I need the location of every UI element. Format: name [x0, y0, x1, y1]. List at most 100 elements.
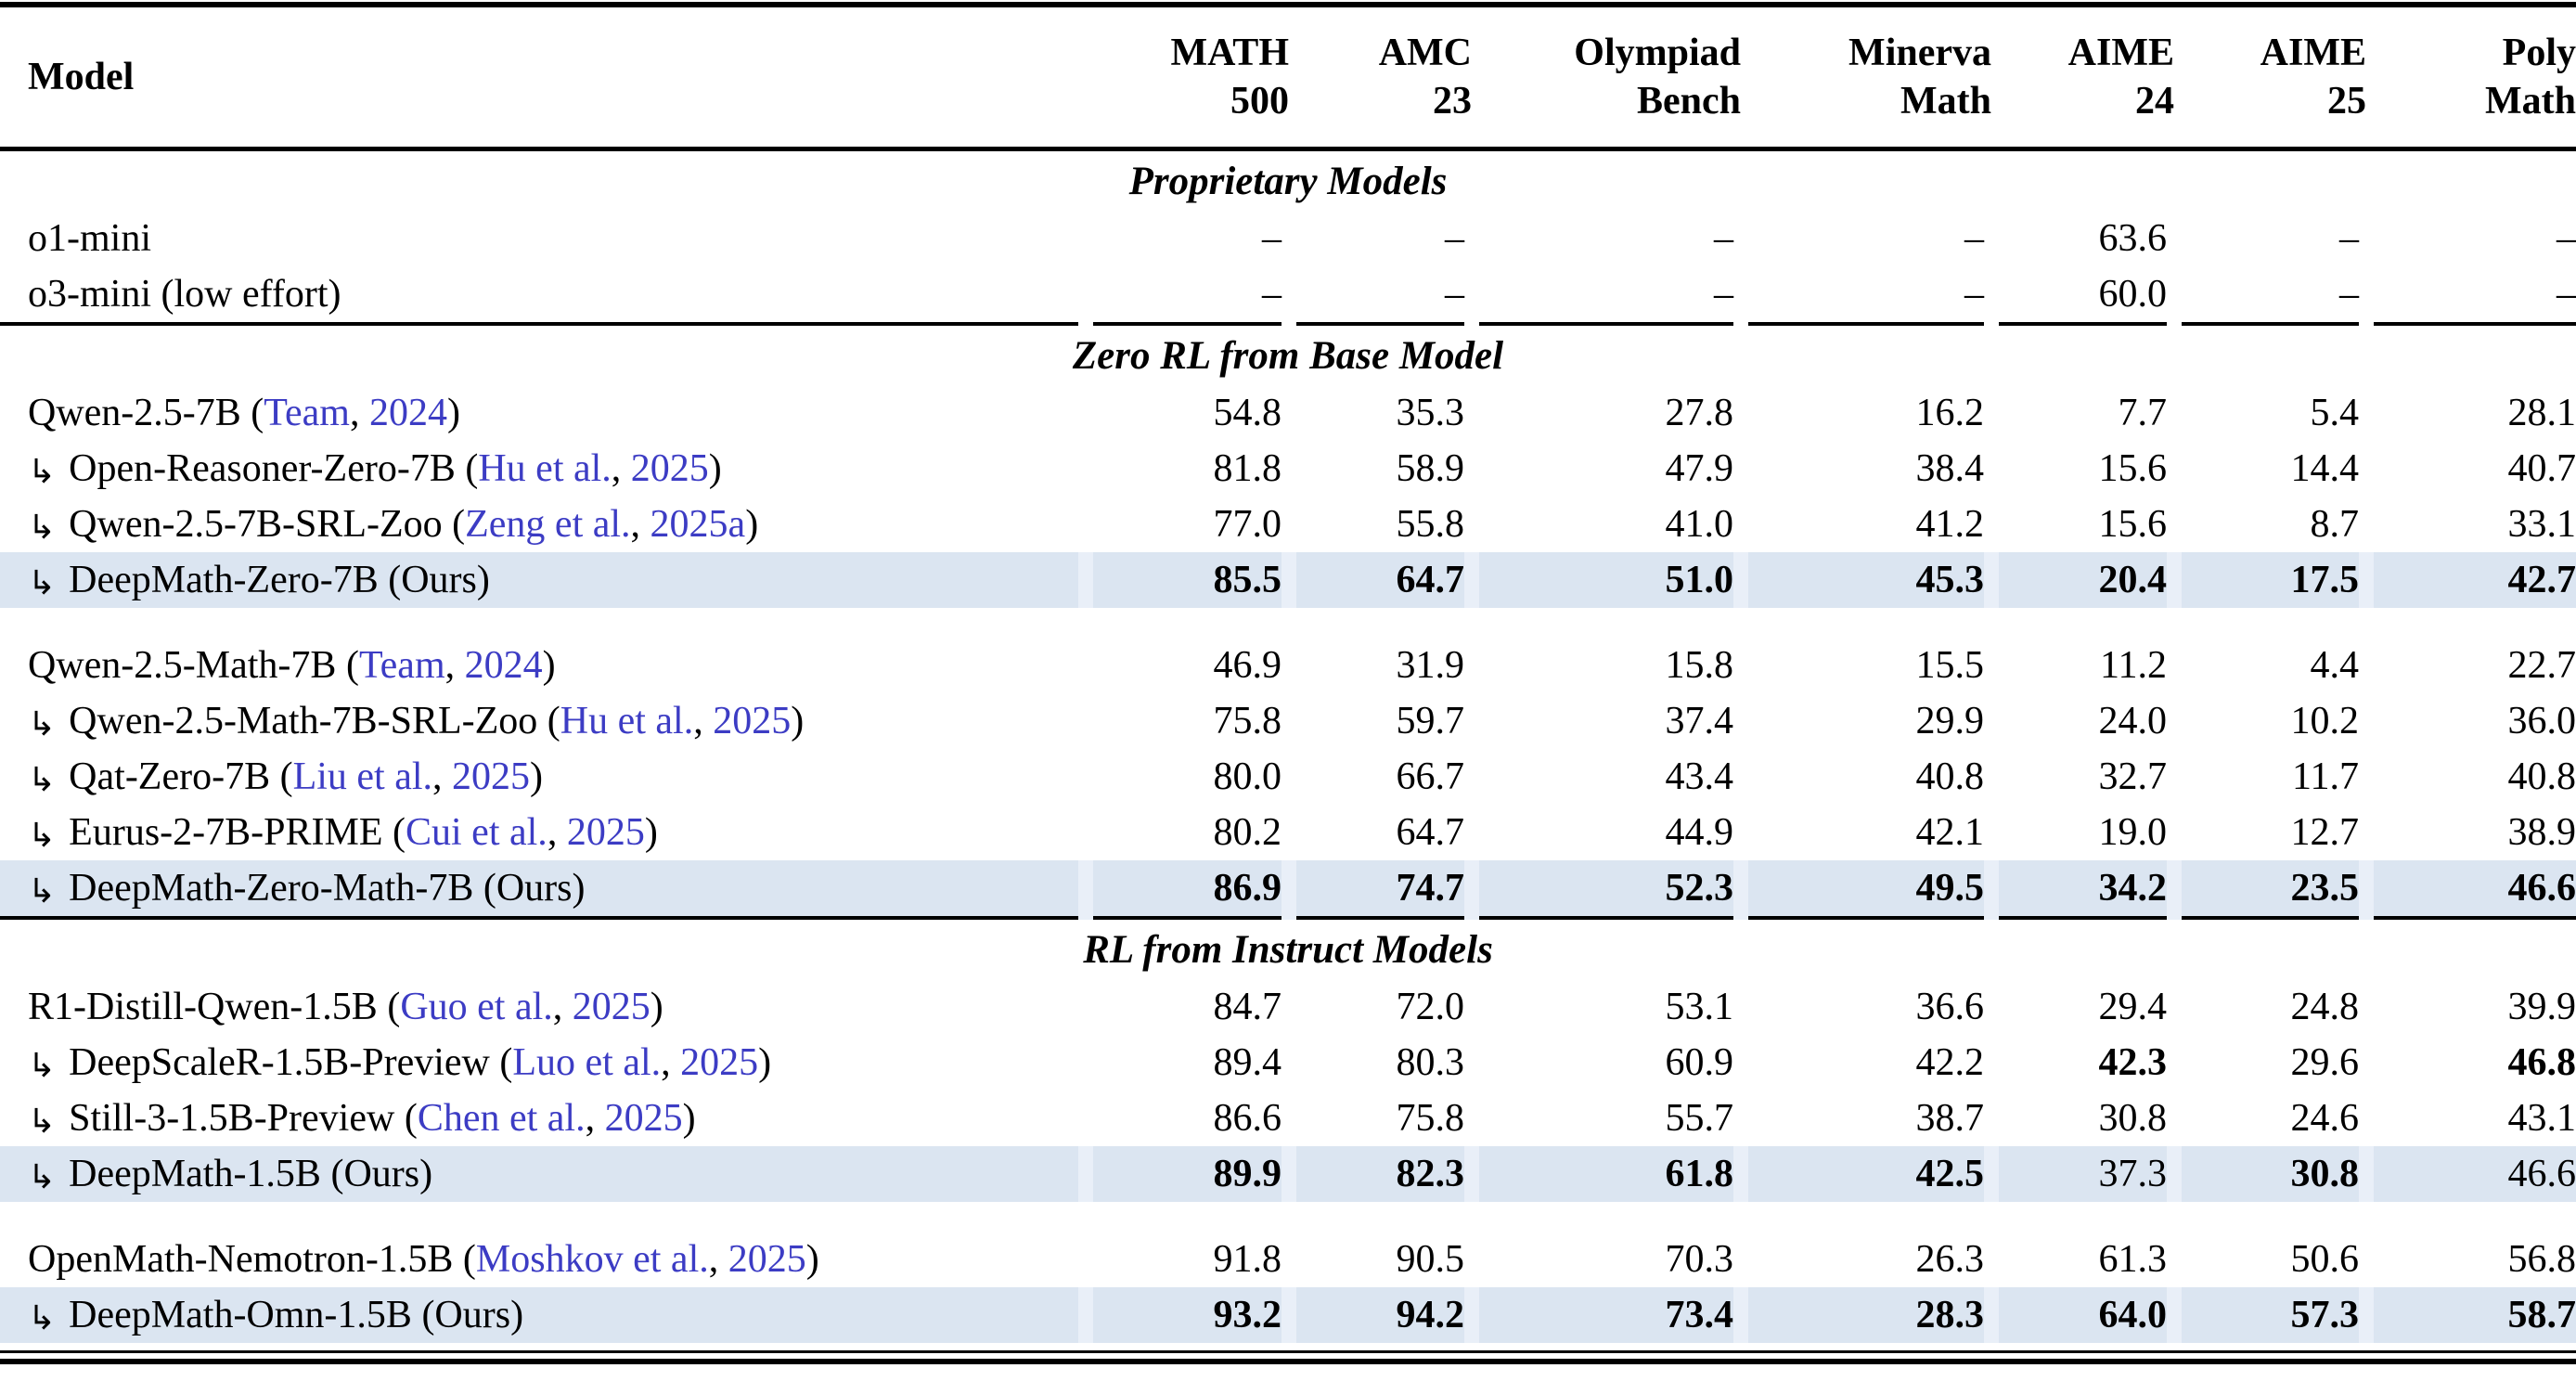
- value-cell: 38.7: [1915, 1097, 1985, 1140]
- value-cell: 7.7: [2118, 392, 2168, 434]
- value-cell: 86.9: [1078, 860, 1289, 918]
- citation-year-link[interactable]: 2025a: [650, 503, 746, 546]
- group-spacer: [0, 608, 2576, 638]
- value-cell: 93.2: [1078, 1287, 1289, 1343]
- model-name-cell: ↳ Qwen-2.5-Math-7B-SRL-Zoo (Hu et al., 20…: [28, 700, 805, 743]
- value-cell: 43.1: [2507, 1097, 2576, 1140]
- value-cell: 27.8: [1665, 392, 1734, 434]
- model-name-cell: ↳ Qat-Zero-7B (Liu et al., 2025): [28, 755, 544, 799]
- model-name-cell: ↳ Qwen-2.5-7B-SRL-Zoo (Zeng et al., 2025a…: [28, 503, 759, 547]
- value-cell: 15.8: [1665, 644, 1734, 687]
- indent-arrow-icon: ↳: [28, 872, 57, 910]
- citation-link[interactable]: Zeng et al.: [465, 503, 631, 546]
- value-cell: 94.2: [1282, 1287, 1472, 1343]
- value-cell: 46.9: [1213, 644, 1282, 687]
- citation-year-link[interactable]: 2024: [464, 644, 543, 687]
- value-cell: 28.1: [2507, 392, 2576, 434]
- value-cell: 75.8: [1396, 1097, 1465, 1140]
- value-cell: 46.8: [2507, 1041, 2576, 1084]
- value-cell: –: [1714, 217, 1733, 260]
- benchmark-table: Model MATH 500 AMC 23 Olympiad Bench Min…: [0, 7, 2576, 1343]
- column-header-math500: MATH 500: [1086, 7, 1289, 151]
- table-row: ↳ Qwen-2.5-7B-SRL-Zoo (Zeng et al., 2025a…: [0, 497, 2576, 552]
- indent-arrow-icon: ↳: [28, 761, 57, 799]
- table-row: OpenMath-Nemotron-1.5B (Moshkov et al., …: [0, 1232, 2576, 1287]
- section-header-row: RL from Instruct Models: [0, 916, 2576, 979]
- group-spacer-cell: [0, 1202, 2576, 1232]
- citation-year-link[interactable]: 2025: [566, 811, 645, 854]
- model-name-cell: Qwen-2.5-Math-7B (Team, 2024): [28, 644, 556, 687]
- value-cell: 30.8: [2098, 1097, 2168, 1140]
- table-row: ↳ DeepMath-Zero-Math-7B (Ours) 86.9 74.7 52.…: [0, 860, 2576, 918]
- value-cell: 12.7: [2290, 811, 2360, 854]
- value-cell: 29.4: [2098, 986, 2168, 1028]
- value-cell: 84.7: [1213, 986, 1282, 1028]
- table-row: ↳ DeepMath-Zero-7B (Ours) 85.5 64.7 51.0 45.3…: [0, 552, 2576, 608]
- model-name-cell: o1-mini: [28, 217, 151, 260]
- table-row: ↳ Qat-Zero-7B (Liu et al., 2025) 80.0 66.7 4…: [0, 749, 2576, 805]
- value-cell: 22.7: [2507, 644, 2576, 687]
- table-row: ↳ Qwen-2.5-Math-7B-SRL-Zoo (Hu et al., 20…: [0, 693, 2576, 749]
- value-cell: 77.0: [1213, 503, 1282, 546]
- value-cell: 36.6: [1915, 986, 1985, 1028]
- value-cell: 52.3: [1464, 860, 1741, 918]
- citation-year-link[interactable]: 2025: [680, 1041, 759, 1084]
- citation-year-link[interactable]: 2025: [713, 700, 792, 742]
- value-cell: 89.9: [1078, 1146, 1289, 1202]
- citation-link[interactable]: Moshkov et al.: [475, 1238, 709, 1281]
- column-header-line: Poly: [2502, 32, 2576, 74]
- citation-link[interactable]: Luo et al.: [512, 1041, 662, 1084]
- value-cell: 35.3: [1396, 392, 1465, 434]
- value-cell: 11.7: [2292, 755, 2359, 798]
- value-cell: 42.2: [1915, 1041, 1985, 1084]
- model-name-cell: ↳ Open-Reasoner-Zero-7B (Hu et al., 2025): [28, 447, 722, 491]
- table-row: ↳ Open-Reasoner-Zero-7B (Hu et al., 2025)…: [0, 441, 2576, 497]
- value-cell: 85.5: [1078, 552, 1289, 608]
- column-header-line: Math: [1900, 80, 1991, 123]
- citation-year-link[interactable]: 2025: [728, 1238, 806, 1281]
- citation-link[interactable]: Hu et al.: [478, 447, 612, 490]
- value-cell: 31.9: [1396, 644, 1465, 687]
- citation-year-link[interactable]: 2025: [452, 755, 531, 798]
- section-header: RL from Instruct Models: [0, 916, 2576, 979]
- table-row: ↳ Still-3-1.5B-Preview (Chen et al., 2025…: [0, 1091, 2576, 1146]
- value-cell: –: [2339, 217, 2359, 260]
- citation-link[interactable]: Cui et al.: [406, 811, 547, 854]
- value-cell: 41.0: [1665, 503, 1734, 546]
- citation-year-link[interactable]: 2025: [604, 1097, 683, 1140]
- value-cell: –: [1445, 273, 1464, 316]
- citation-year-link[interactable]: 2025: [630, 447, 709, 490]
- citation-link[interactable]: Guo et al.: [400, 986, 553, 1028]
- value-cell: 38.4: [1915, 447, 1985, 490]
- value-cell: –: [2339, 273, 2359, 316]
- citation-year-link[interactable]: 2024: [368, 392, 447, 434]
- model-name-cell: OpenMath-Nemotron-1.5B (Moshkov et al., …: [28, 1238, 819, 1281]
- citation-link[interactable]: Hu et al.: [560, 700, 694, 742]
- column-header-line: AIME: [2067, 32, 2174, 74]
- citation-link[interactable]: Team: [264, 392, 350, 434]
- model-name-cell: ↳ DeepMath-Zero-Math-7B (Ours): [0, 860, 1086, 918]
- value-cell: 19.0: [2098, 811, 2168, 854]
- value-cell: 15.5: [1915, 644, 1985, 687]
- citation-year-link[interactable]: 2025: [572, 986, 650, 1028]
- indent-arrow-icon: ↳: [28, 1299, 57, 1337]
- value-cell: 72.0: [1396, 986, 1465, 1028]
- citation-link[interactable]: Team: [358, 644, 445, 687]
- value-cell: 74.7: [1282, 860, 1472, 918]
- indent-arrow-icon: ↳: [28, 509, 57, 547]
- value-cell: 56.8: [2507, 1238, 2576, 1281]
- value-cell: 59.7: [1396, 700, 1465, 742]
- citation-link[interactable]: Chen et al.: [417, 1097, 586, 1140]
- value-cell: 40.8: [1915, 755, 1985, 798]
- value-cell: 15.6: [2098, 503, 2168, 546]
- value-cell: 50.6: [2290, 1238, 2360, 1281]
- section-header: Zero RL from Base Model: [0, 322, 2576, 385]
- value-cell: 40.7: [2507, 447, 2576, 490]
- value-cell: –: [1262, 273, 1282, 316]
- value-cell: 43.4: [1665, 755, 1734, 798]
- table-body: Proprietary Models o1-mini – – – –63.6– – o3-mi…: [0, 149, 2576, 1343]
- value-cell: 20.4: [1984, 552, 2174, 608]
- value-cell: 75.8: [1213, 700, 1282, 742]
- citation-link[interactable]: Liu et al.: [292, 755, 433, 798]
- table-row: o3-mini (low effort) – – – – 60.0 – –: [0, 266, 2576, 324]
